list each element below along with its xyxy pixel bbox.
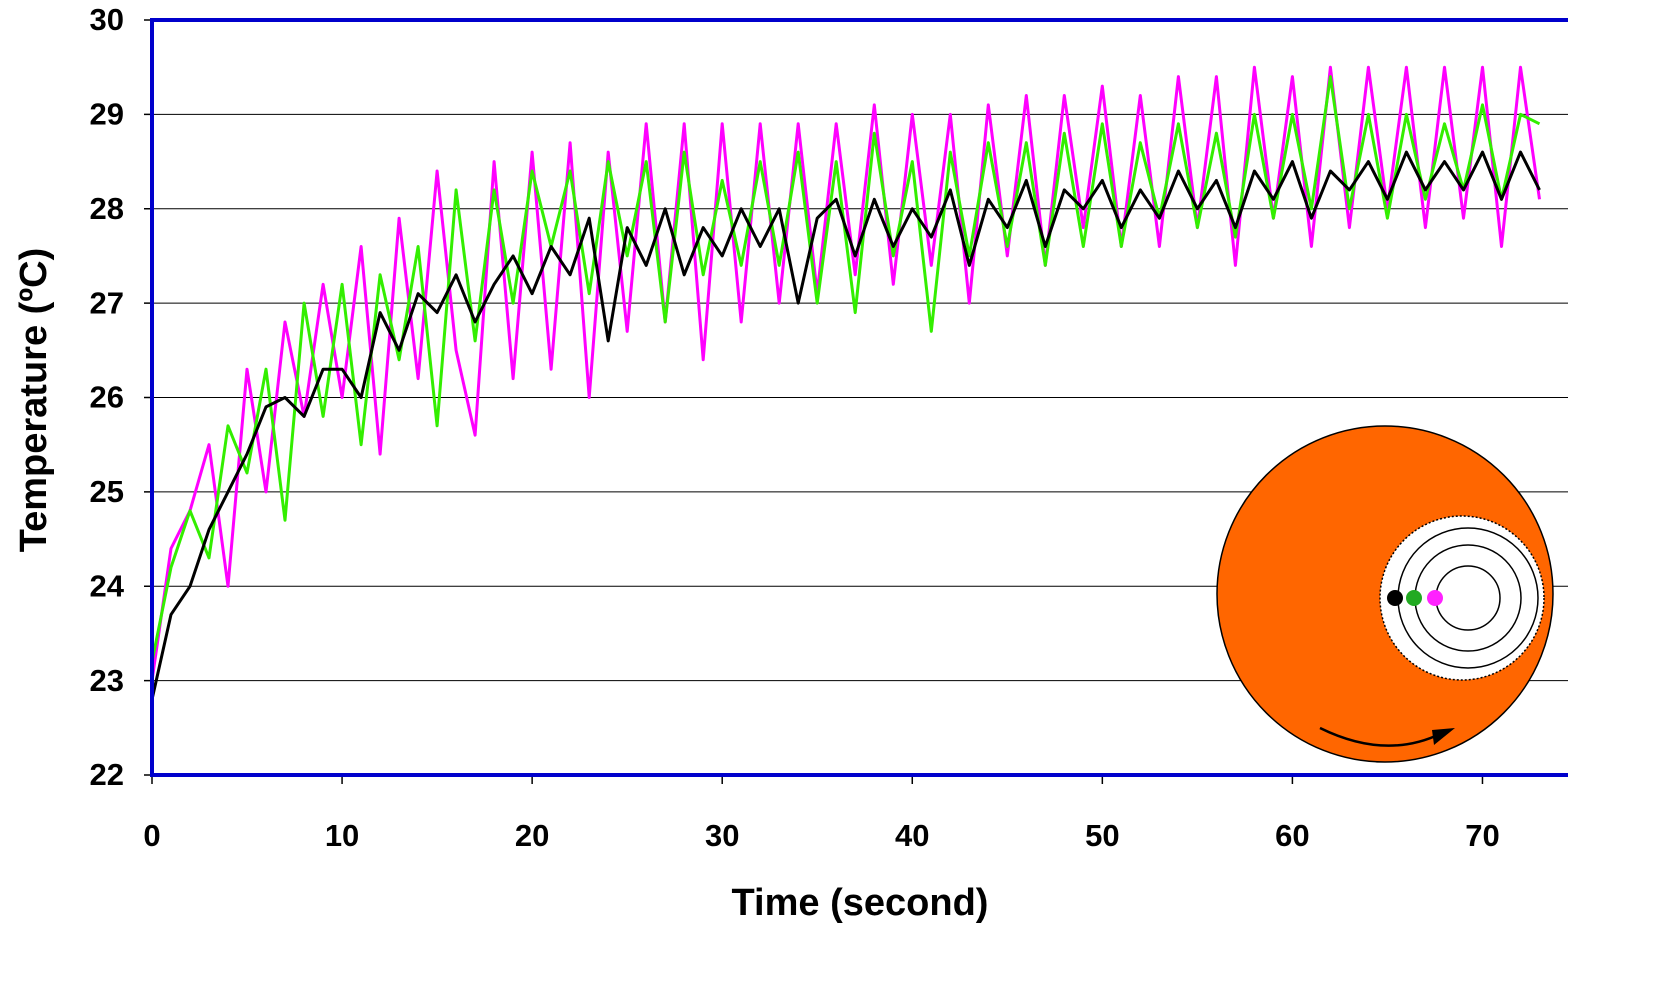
y-tick-label: 27 xyxy=(90,285,124,320)
x-tick-label: 0 xyxy=(143,818,160,853)
x-tick-label: 20 xyxy=(515,818,549,853)
probe-dot xyxy=(1387,590,1403,606)
x-axis-title: Time (second) xyxy=(732,882,989,924)
x-tick-label: 60 xyxy=(1275,818,1309,853)
x-tick-label: 30 xyxy=(705,818,739,853)
probe-dot xyxy=(1427,590,1443,606)
x-tick-label: 50 xyxy=(1085,818,1119,853)
y-tick-label: 30 xyxy=(90,2,124,37)
x-tick-label: 70 xyxy=(1465,818,1499,853)
x-tick-label: 10 xyxy=(325,818,359,853)
x-tick-label: 40 xyxy=(895,818,929,853)
series-line xyxy=(150,75,1541,663)
inset-diagram xyxy=(1216,425,1554,763)
series-line xyxy=(150,65,1541,681)
rotation-arrow xyxy=(1319,726,1441,747)
window xyxy=(1379,515,1545,681)
y-tick-label: 22 xyxy=(90,757,124,792)
y-tick-label: 29 xyxy=(90,97,124,132)
plot-frame xyxy=(150,18,1568,777)
arrow-head xyxy=(1432,728,1455,745)
probe-dot xyxy=(1406,590,1422,606)
y-axis-title: Temperature (ºC) xyxy=(13,248,55,553)
y-tick-label: 28 xyxy=(90,191,124,226)
y-tick-label: 25 xyxy=(90,474,124,509)
plot-area: 22 23 24 25 26 27 28 29 30 0 10 20 30 40 50 60 70 xyxy=(90,2,1568,853)
series-line xyxy=(150,150,1541,700)
y-tick-label: 23 xyxy=(90,663,124,698)
y-tick-label: 24 xyxy=(90,568,125,603)
y-tick-label: 26 xyxy=(90,380,124,415)
